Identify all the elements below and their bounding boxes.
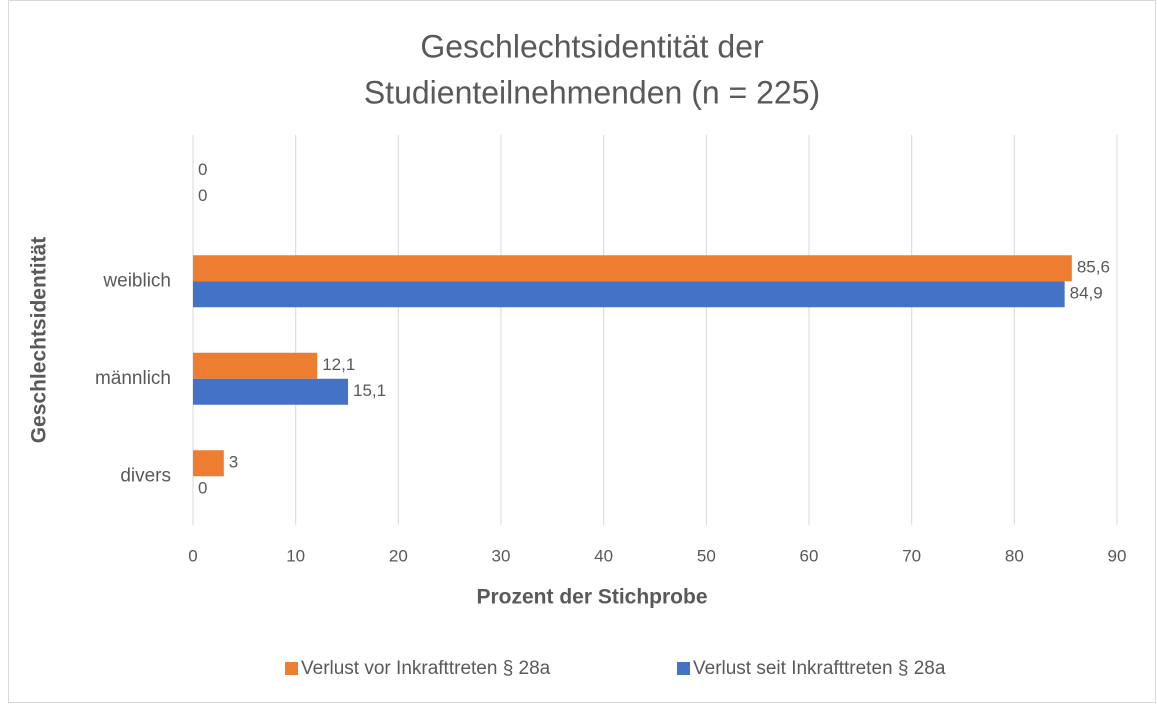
y-tick-label: divers	[120, 465, 171, 486]
chart-title: Studienteilnehmenden (n = 225)	[364, 74, 820, 110]
data-label: 3	[229, 453, 238, 472]
x-tick-label: 50	[697, 546, 716, 565]
chart-title: Geschlechtsidentität der	[420, 28, 764, 64]
data-label: 15,1	[353, 381, 386, 400]
x-tick-label: 10	[286, 546, 305, 565]
legend-label: Verlust seit Inkrafttreten § 28a	[693, 658, 946, 679]
x-tick-label: 80	[1005, 546, 1024, 565]
y-axis-label: Geschlechtsidentität	[28, 237, 51, 444]
x-tick-label: 40	[594, 546, 613, 565]
bar	[193, 255, 1072, 282]
x-tick-label: 60	[800, 546, 819, 565]
data-label: 12,1	[322, 355, 355, 374]
data-label: 0	[198, 186, 207, 205]
bar	[193, 450, 224, 477]
x-tick-label: 70	[902, 546, 921, 565]
bar	[193, 281, 1065, 308]
bar	[193, 352, 318, 379]
bar	[193, 378, 349, 405]
x-tick-label: 30	[492, 546, 511, 565]
y-tick-label: weiblich	[102, 270, 171, 291]
legend-swatch	[677, 662, 690, 675]
x-tick-label: 90	[1108, 546, 1127, 565]
data-label: 85,6	[1077, 258, 1110, 277]
legend-label: Verlust vor Inkrafttreten § 28a	[301, 658, 551, 679]
x-tick-label: 0	[188, 546, 197, 565]
y-tick-label: männlich	[95, 368, 171, 389]
data-label: 0	[198, 160, 207, 179]
data-label: 0	[198, 479, 207, 498]
chart-border	[8, 0, 1156, 703]
x-axis-label: Prozent der Stichprobe	[476, 586, 707, 609]
data-label: 84,9	[1070, 284, 1103, 303]
legend-swatch	[285, 662, 298, 675]
x-tick-label: 20	[389, 546, 408, 565]
